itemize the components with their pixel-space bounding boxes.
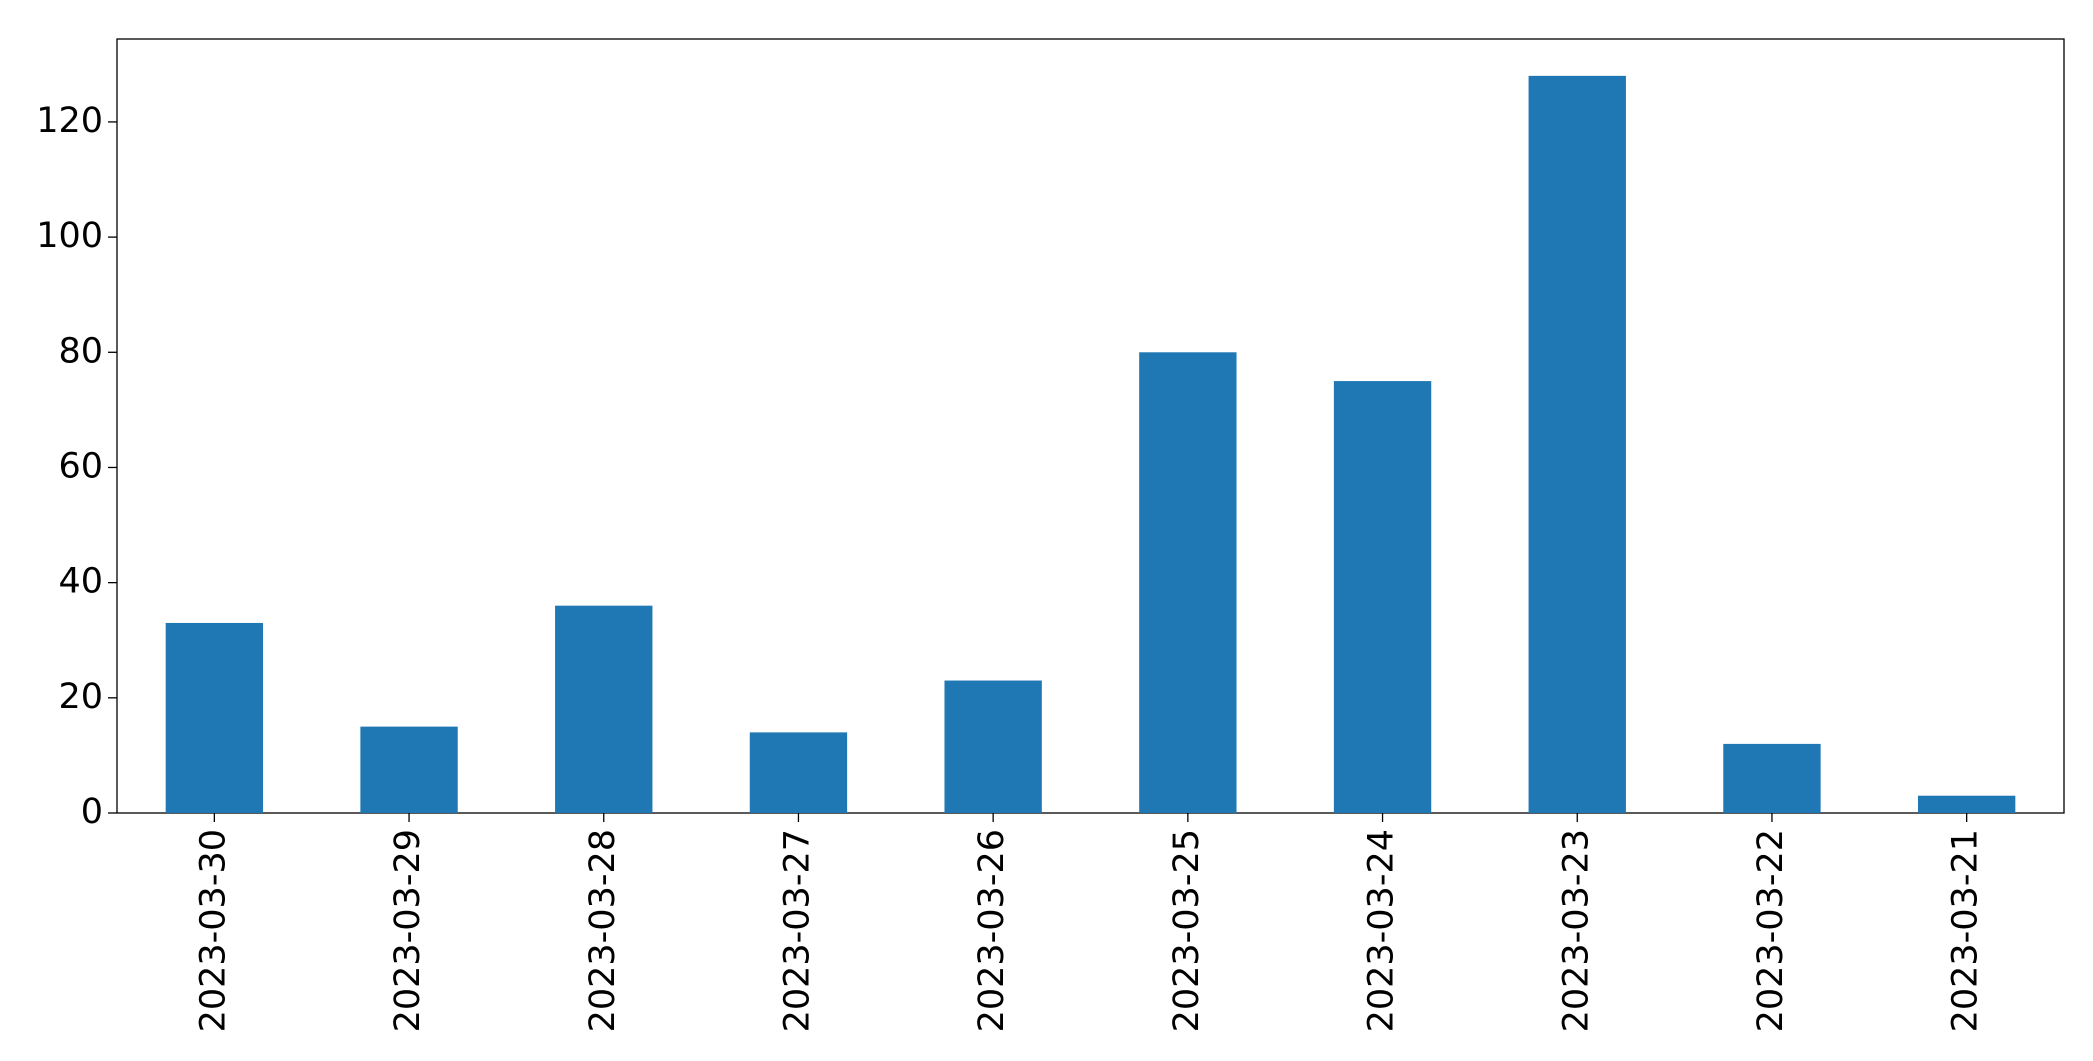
x-tick-label: 2023-03-23 xyxy=(1556,829,1596,1032)
x-tick-label: 2023-03-25 xyxy=(1167,829,1207,1032)
x-tick-label: 2023-03-21 xyxy=(1946,829,1986,1032)
y-tick-label: 120 xyxy=(36,101,103,141)
y-tick-label: 60 xyxy=(58,446,103,486)
bar xyxy=(1917,795,2016,813)
y-tick-label: 0 xyxy=(81,792,103,832)
bar xyxy=(1723,743,1821,813)
x-tick-label: 2023-03-26 xyxy=(972,829,1012,1032)
bar xyxy=(749,732,848,813)
x-tick-label: 2023-03-28 xyxy=(583,829,623,1032)
bar xyxy=(1333,381,1432,813)
x-tick-label: 2023-03-24 xyxy=(1362,829,1402,1032)
bar xyxy=(555,605,653,813)
x-tick-label: 2023-03-30 xyxy=(193,829,233,1032)
y-tick-label: 40 xyxy=(58,562,103,602)
x-tick-label: 2023-03-27 xyxy=(777,829,817,1032)
y-tick-label: 100 xyxy=(36,216,103,256)
x-tick-label: 2023-03-22 xyxy=(1751,829,1791,1032)
plot-frame xyxy=(116,38,2065,814)
x-tick-label: 2023-03-29 xyxy=(388,829,428,1032)
bar xyxy=(1528,75,1626,814)
bar xyxy=(360,726,458,813)
y-tick-label: 20 xyxy=(58,677,103,717)
bar xyxy=(1139,352,1237,813)
bar xyxy=(165,622,264,813)
y-tick-label: 80 xyxy=(58,331,103,371)
bar xyxy=(944,680,1042,813)
